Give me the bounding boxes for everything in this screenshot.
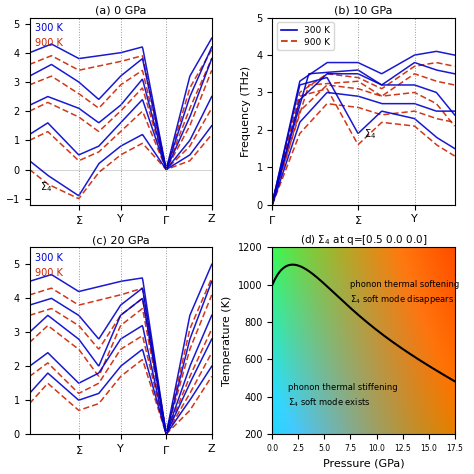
Text: $\Sigma_4$: $\Sigma_4$ bbox=[40, 180, 53, 194]
Text: phonon thermal softening: phonon thermal softening bbox=[350, 280, 460, 289]
Y-axis label: Frequency (THz): Frequency (THz) bbox=[241, 65, 251, 157]
Text: $\Sigma_4$ soft mode disappears: $\Sigma_4$ soft mode disappears bbox=[350, 293, 455, 306]
Title: (a) 0 GPa: (a) 0 GPa bbox=[95, 6, 146, 16]
Text: 300 K: 300 K bbox=[35, 23, 63, 33]
Text: 900 K: 900 K bbox=[35, 268, 63, 278]
Text: phonon thermal stiffening: phonon thermal stiffening bbox=[288, 383, 398, 392]
X-axis label: Pressure (GPa): Pressure (GPa) bbox=[323, 458, 404, 468]
Title: (b) 10 GPa: (b) 10 GPa bbox=[334, 6, 393, 16]
Title: (d) $\Sigma_4$ at q=[0.5 0.0 0.0]: (d) $\Sigma_4$ at q=[0.5 0.0 0.0] bbox=[300, 233, 427, 247]
Text: $\Sigma_4$: $\Sigma_4$ bbox=[364, 128, 376, 141]
Y-axis label: Temperature (K): Temperature (K) bbox=[222, 296, 232, 386]
Text: 300 K: 300 K bbox=[35, 253, 63, 263]
Text: 900 K: 900 K bbox=[35, 38, 63, 48]
Title: (c) 20 GPa: (c) 20 GPa bbox=[92, 235, 149, 245]
Legend: 300 K, 900 K: 300 K, 900 K bbox=[277, 22, 334, 50]
Text: $\Sigma_4$ soft mode exists: $\Sigma_4$ soft mode exists bbox=[288, 396, 371, 409]
